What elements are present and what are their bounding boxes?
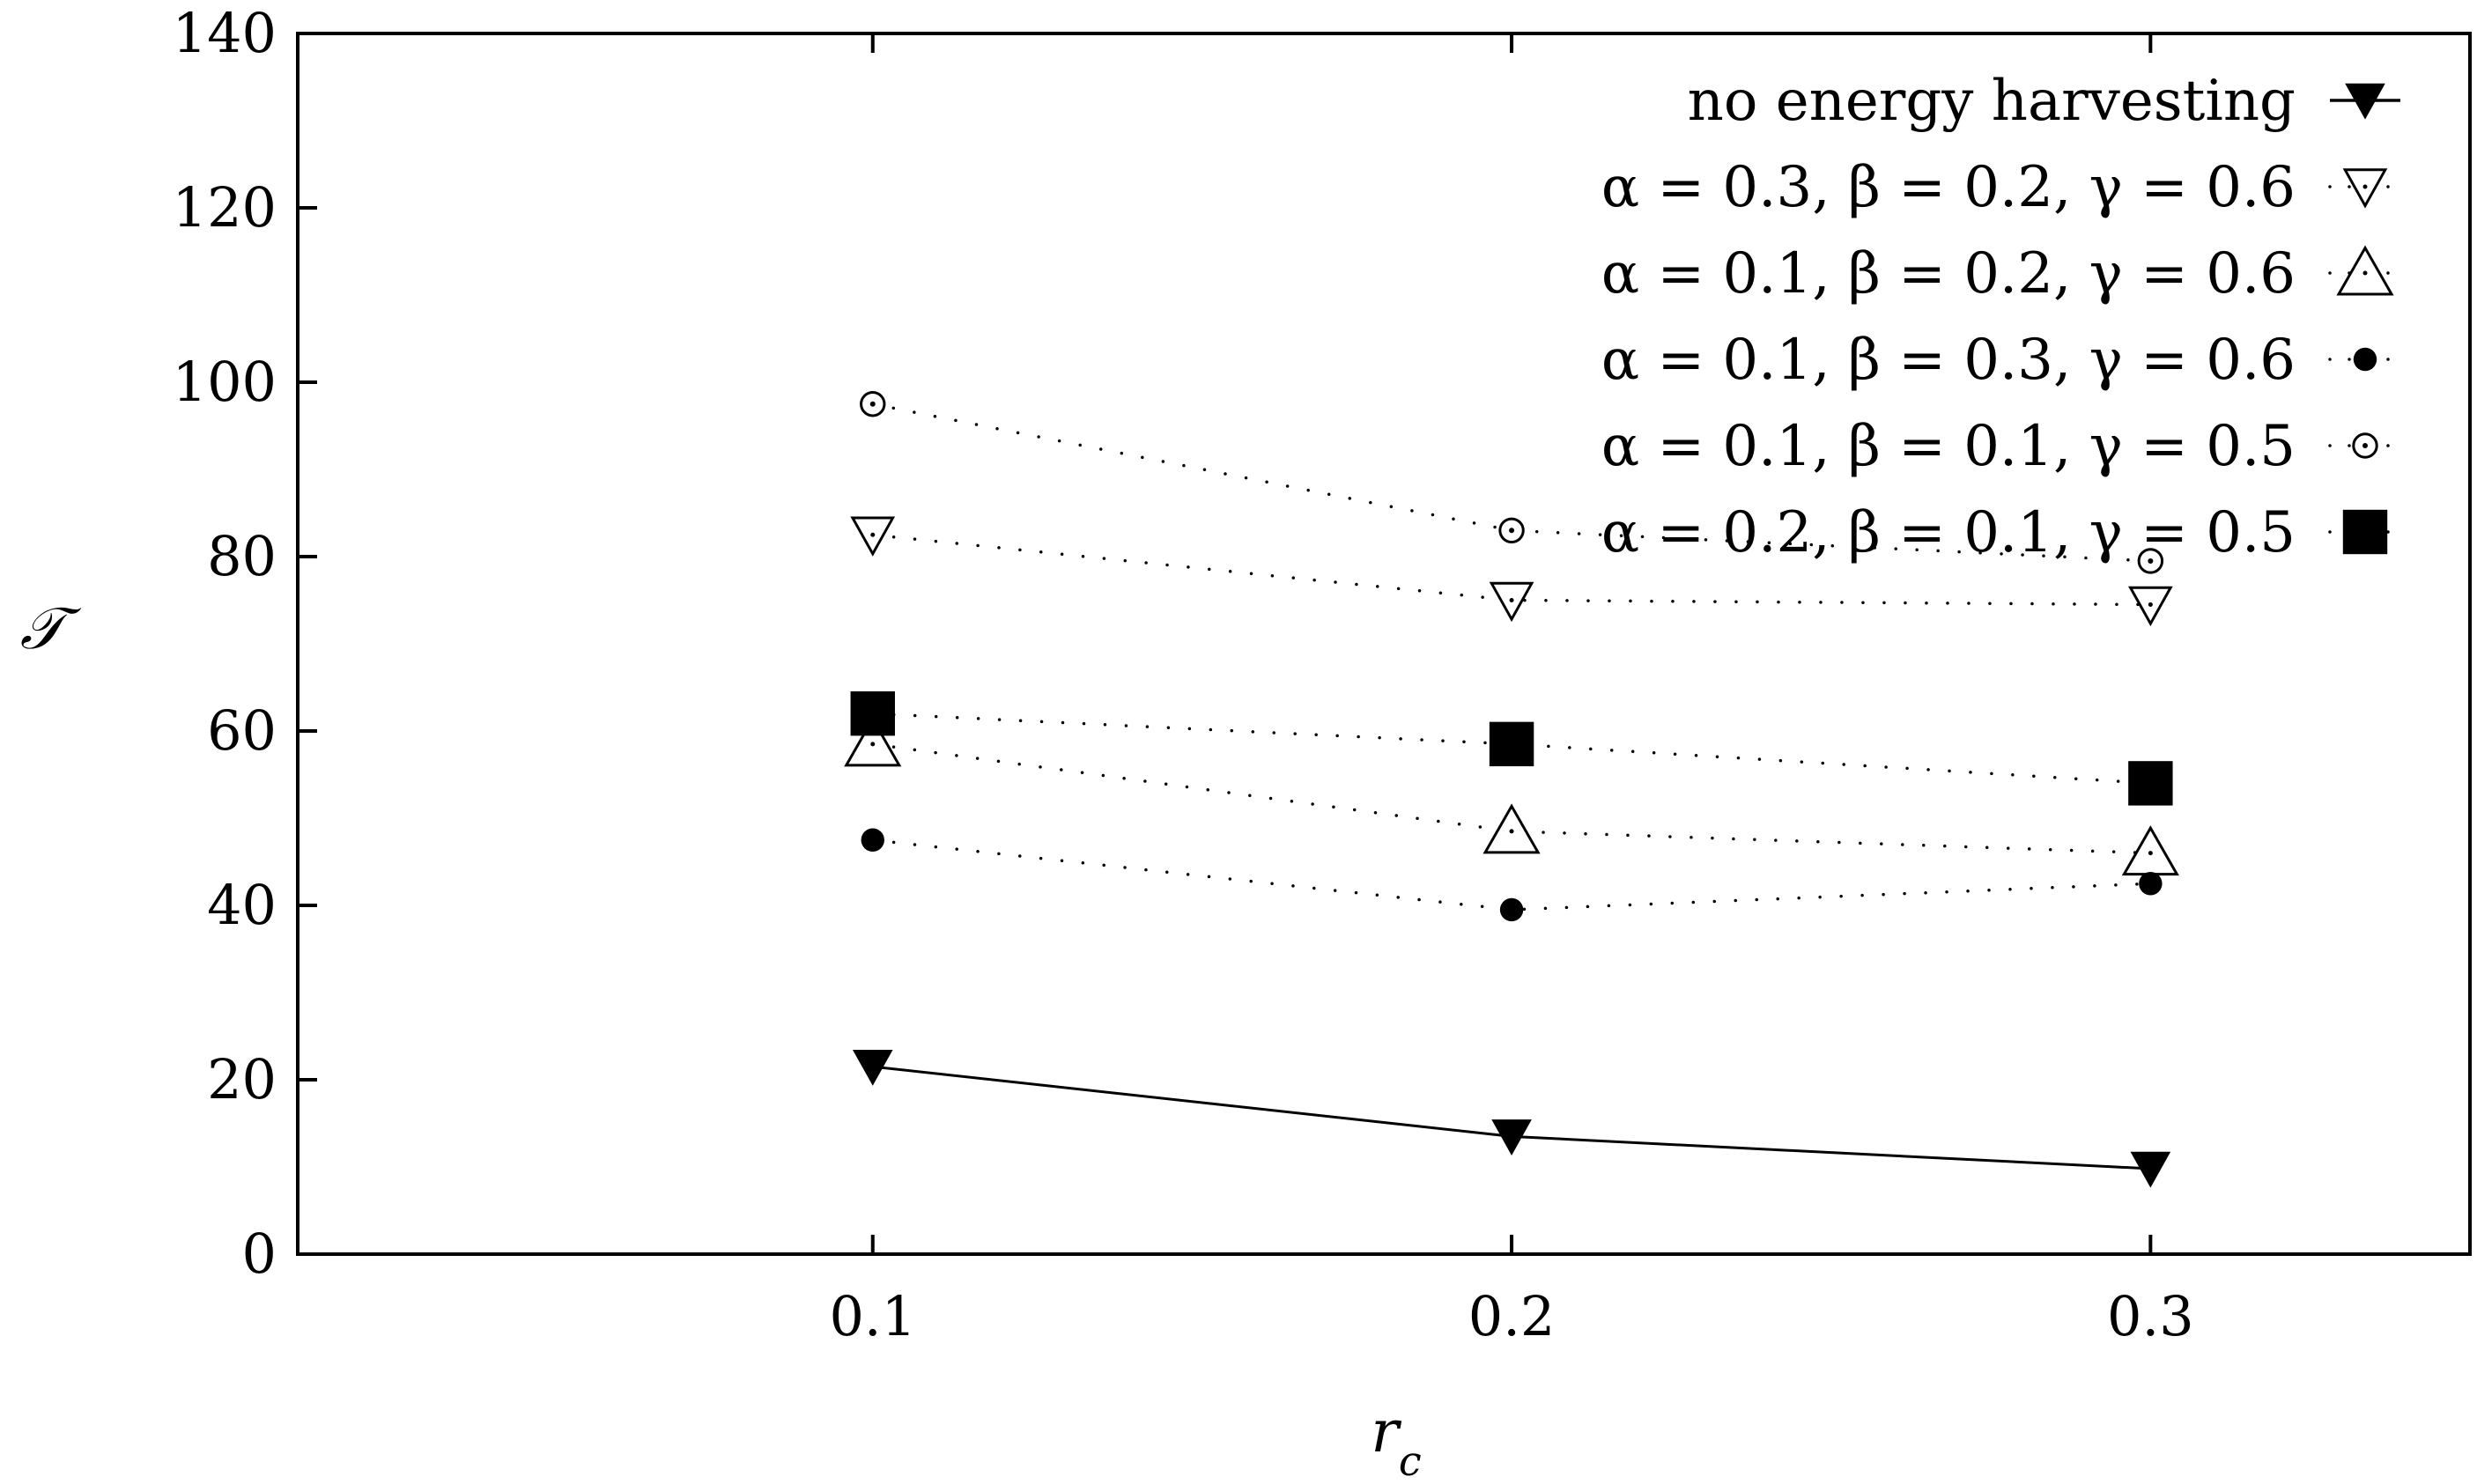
series-4-line	[871, 402, 2153, 563]
x-tick-label-2: 0.3	[2107, 1284, 2194, 1348]
y-tick-label-60: 60	[207, 698, 277, 763]
legend-entry-3: α = 0.1, β = 0.3, γ = 0.6	[1601, 328, 2402, 393]
y-tick-label-40: 40	[207, 873, 277, 937]
series-3-point-2	[2139, 872, 2163, 896]
series-1	[850, 516, 2173, 627]
legend-marker-2	[2336, 245, 2394, 296]
series-4	[860, 391, 2164, 574]
y-tick-label-20: 20	[207, 1047, 277, 1111]
legend-label-2: α = 0.1, β = 0.2, γ = 0.6	[1601, 241, 2296, 306]
legend-label-0: no energy harvesting	[1688, 69, 2296, 134]
legend: no energy harvesting α = 0.3, β = 0.2, γ …	[1601, 69, 2402, 565]
x-axis-title: rc	[1371, 1398, 1421, 1484]
x-axis-title-subscript: c	[1399, 1437, 1422, 1484]
series-5	[850, 691, 2173, 806]
series-4-point-1	[1498, 517, 1525, 543]
series-layer	[844, 391, 2179, 1188]
series-5-point-2	[2128, 761, 2173, 806]
x-tick-label-0: 0.1	[829, 1284, 916, 1348]
legend-entry-2: α = 0.1, β = 0.2, γ = 0.6	[1601, 241, 2402, 306]
series-3-point-0	[861, 828, 884, 852]
series-2-point-1	[1483, 803, 1541, 854]
series-2	[844, 716, 2179, 876]
legend-label-1: α = 0.3, β = 0.2, γ = 0.6	[1601, 155, 2296, 220]
legend-marker-4	[2352, 432, 2378, 459]
series-1-point-1	[1489, 581, 1534, 623]
y-axis-title: 𝒯	[20, 594, 82, 662]
legend-marker-0	[2345, 83, 2385, 120]
y-tick-label-140: 140	[173, 1, 277, 65]
x-axis-title-main: r	[1371, 1398, 1401, 1466]
axes-layer: 0 20 40 60 80 100 120 140 0.1 0.2 0.3	[173, 1, 2194, 1348]
y-tick-label-100: 100	[173, 350, 277, 414]
y-tick-label-0: 0	[242, 1222, 277, 1286]
series-5-point-1	[1489, 721, 1534, 767]
legend-entry-0: no energy harvesting	[1688, 69, 2400, 134]
legend-label-4: α = 0.1, β = 0.1, γ = 0.5	[1601, 414, 2296, 479]
legend-entry-5: α = 0.2, β = 0.1, γ = 0.5	[1601, 500, 2402, 565]
series-0-point-0	[852, 1049, 893, 1086]
series-0-point-1	[1491, 1119, 1532, 1155]
series-0-point-2	[2130, 1151, 2171, 1188]
series-1-point-0	[850, 516, 896, 557]
series-3	[861, 828, 2163, 922]
x-tick-label-1: 0.2	[1468, 1284, 1556, 1348]
legend-marker-1	[2342, 168, 2388, 209]
legend-marker-5	[2342, 509, 2388, 555]
series-4-point-2	[2137, 548, 2164, 574]
legend-label-3: α = 0.1, β = 0.3, γ = 0.6	[1601, 328, 2296, 393]
series-4-point-0	[860, 391, 886, 417]
legend-marker-3	[2353, 347, 2377, 372]
legend-entry-4: α = 0.1, β = 0.1, γ = 0.5	[1601, 414, 2402, 479]
series-5-point-0	[850, 691, 895, 736]
plot-frame	[296, 32, 2472, 1256]
y-tick-label-120: 120	[173, 175, 277, 240]
series-2-point-0	[844, 716, 902, 767]
series-1-point-2	[2127, 586, 2173, 627]
legend-label-5: α = 0.2, β = 0.1, γ = 0.5	[1601, 500, 2296, 565]
series-2-point-2	[2121, 825, 2179, 876]
series-0	[852, 1049, 2171, 1188]
series-3-point-1	[1499, 897, 1524, 922]
y-tick-label-80: 80	[207, 524, 277, 588]
legend-entry-1: α = 0.3, β = 0.2, γ = 0.6	[1601, 155, 2402, 220]
